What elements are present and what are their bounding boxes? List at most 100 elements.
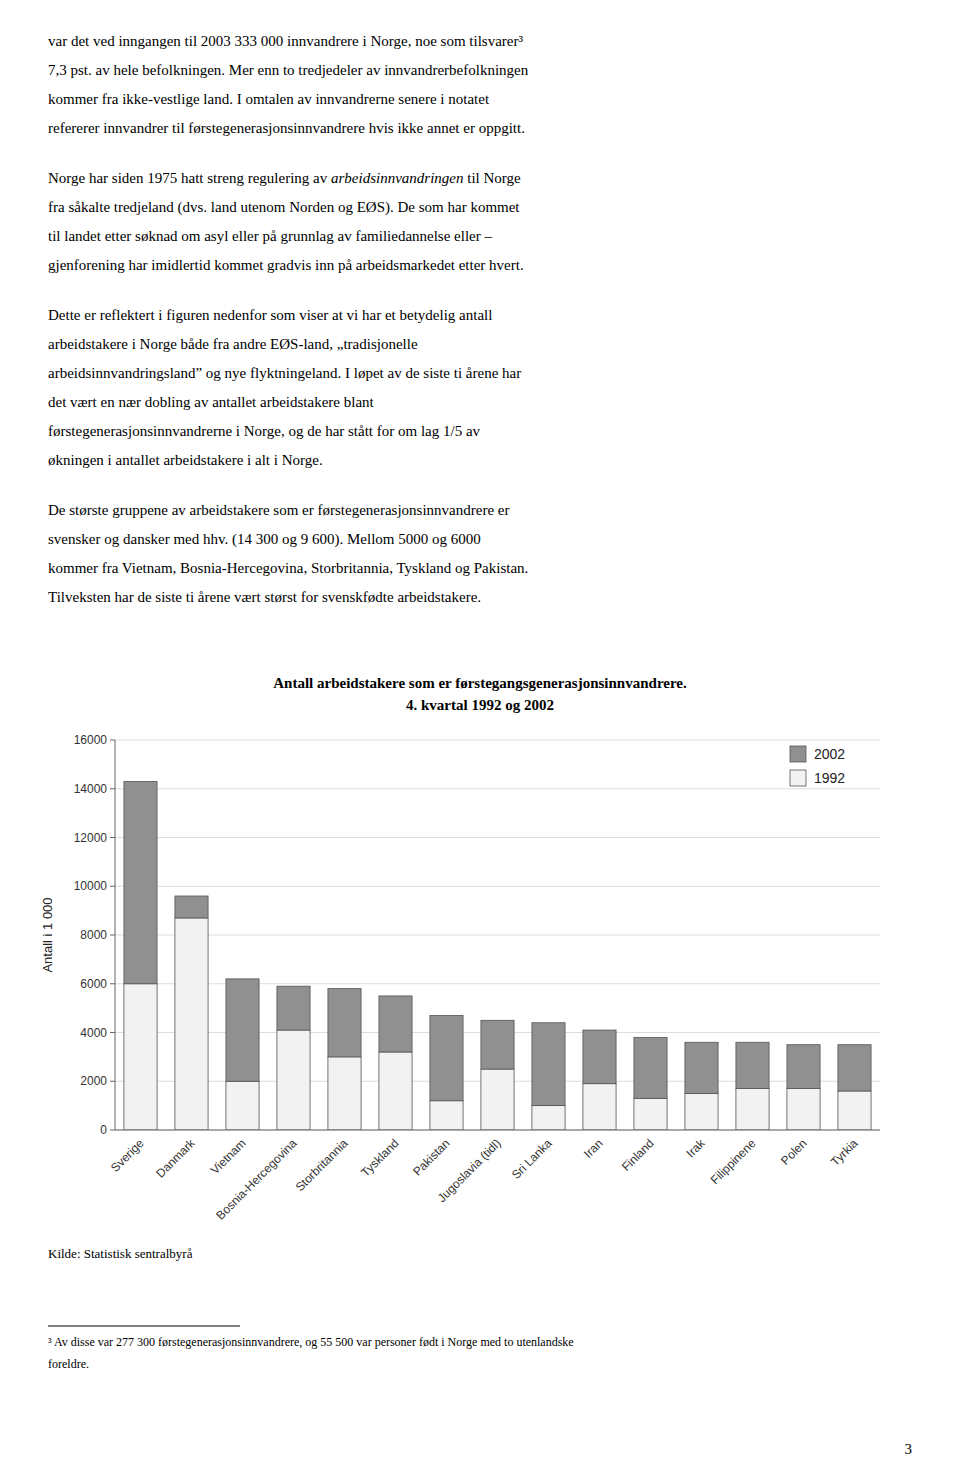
x-tick-label: Tyskland (358, 1136, 401, 1179)
legend-swatch (790, 746, 806, 762)
bar-segment (838, 1045, 871, 1091)
source-note: Kilde: Statistisk sentralbyrå (48, 1246, 193, 1261)
bar-segment (736, 1089, 769, 1130)
bar-segment (481, 1020, 514, 1069)
x-tick-label: Storbritannia (293, 1136, 351, 1194)
y-tick (110, 1081, 115, 1082)
grid-line (115, 886, 880, 887)
bar-segment (481, 1069, 514, 1130)
x-tick-label: Sverige (108, 1136, 147, 1175)
bar-segment (379, 996, 412, 1052)
bar-segment (736, 1042, 769, 1088)
body-line: Tilveksten har de siste ti årene vært st… (48, 589, 481, 605)
y-tick-label: 16000 (74, 733, 108, 747)
body-line: kommer fra ikke-vestlige land. I omtalen… (48, 91, 490, 107)
chart-title: Antall arbeidstakere som er førstegangsg… (273, 675, 687, 691)
bar-segment (532, 1023, 565, 1106)
y-axis-label: Antall i 1 000 (40, 897, 55, 972)
footnote: foreldre. (48, 1357, 89, 1371)
body-line: Dette er reflektert i figuren nedenfor s… (48, 307, 492, 323)
bar-segment (583, 1084, 616, 1130)
bar-segment (124, 984, 157, 1130)
body-line: arbeidstakere i Norge både fra andre EØS… (48, 336, 418, 352)
y-tick-label: 4000 (80, 1026, 107, 1040)
bar-segment (277, 986, 310, 1030)
bar-segment (124, 781, 157, 983)
bar-segment (685, 1042, 718, 1093)
y-tick (110, 983, 115, 984)
y-tick (110, 837, 115, 838)
body-line: fra såkalte tredjeland (dvs. land utenom… (48, 199, 520, 216)
x-tick-label: Filippinene (708, 1136, 759, 1187)
y-tick (110, 740, 115, 741)
footnote-rule (48, 1326, 240, 1327)
bar-segment (838, 1091, 871, 1130)
y-tick-label: 10000 (74, 879, 108, 893)
body-run: Norge har siden 1975 hatt streng reguler… (48, 170, 331, 186)
body-line: 7,3 pst. av hele befolkningen. Mer enn t… (48, 62, 529, 78)
y-tick-label: 8000 (80, 928, 107, 942)
legend-label: 1992 (814, 770, 845, 786)
page: var det ved inngangen til 2003 333 000 i… (0, 0, 960, 1484)
y-tick-label: 2000 (80, 1074, 107, 1088)
y-tick-label: 12000 (74, 831, 108, 845)
bar-segment (379, 1052, 412, 1130)
body-line: kommer fra Vietnam, Bosnia-Hercegovina, … (48, 560, 528, 576)
grid-line (115, 837, 880, 838)
grid-line (115, 740, 880, 741)
page-number: 3 (905, 1441, 913, 1457)
bar-segment (226, 1081, 259, 1130)
bar-segment (634, 1098, 667, 1130)
chart-subtitle: 4. kvartal 1992 og 2002 (406, 697, 554, 713)
y-tick (110, 1032, 115, 1033)
x-tick-label: Jugoslavia (tidl) (435, 1136, 504, 1205)
legend: 2002 1992 (790, 746, 845, 786)
bar-segment (583, 1030, 616, 1084)
x-tick-label: Irak (684, 1136, 709, 1161)
bar-segment (226, 979, 259, 1081)
y-axis-line (115, 740, 116, 1130)
x-tick-label: Bosnia-Hercegovina (213, 1136, 300, 1223)
body-line: arbeidsinnvandringsland” og nye flyktnin… (48, 365, 521, 381)
bar-segment (787, 1045, 820, 1089)
body-italic: arbeidsinnvandringen (331, 170, 464, 186)
body-line: førstegenerasjonsinnvandrerne i Norge, o… (48, 423, 481, 439)
x-axis-line (115, 1130, 880, 1131)
x-tick-label: Pakistan (410, 1136, 452, 1178)
body-line: refererer innvandrer til førstegenerasjo… (48, 120, 525, 136)
y-tick (110, 886, 115, 887)
body-line: det vært en nær dobling av antallet arbe… (48, 394, 375, 410)
x-tick-label: Finland (619, 1136, 657, 1174)
y-tick (110, 788, 115, 789)
y-tick (110, 935, 115, 936)
body-line: til landet etter søknad om asyl eller på… (48, 228, 493, 244)
x-tick-label: Polen (778, 1136, 810, 1168)
legend-label: 2002 (814, 746, 845, 762)
x-tick-label: Iran (581, 1136, 606, 1161)
bars (124, 781, 871, 1130)
body-line: gjenforening har imidlertid kommet gradv… (48, 257, 524, 273)
body-run: til Norge (463, 170, 521, 186)
y-tick-label: 14000 (74, 782, 108, 796)
bar-segment (277, 1030, 310, 1130)
y-tick-label: 0 (100, 1123, 107, 1137)
bar-segment (685, 1093, 718, 1130)
bar-segment (532, 1106, 565, 1130)
body-line: økningen i antallet arbeidstakere i alt … (48, 452, 323, 468)
body-line: var det ved inngangen til 2003 333 000 i… (48, 33, 523, 49)
bar-segment (787, 1089, 820, 1130)
x-tick-label: Tyrkia (828, 1136, 861, 1169)
x-tick-label: Danmark (153, 1136, 198, 1181)
bar-segment (328, 1057, 361, 1130)
bar-segment (328, 989, 361, 1057)
bar-segment (175, 918, 208, 1130)
grid-line (115, 788, 880, 789)
bar-segment (634, 1037, 667, 1098)
x-tick-label: Vietnam (208, 1136, 249, 1177)
grid-line (115, 935, 880, 936)
legend-swatch (790, 770, 806, 786)
grid-line (115, 1130, 880, 1131)
y-tick (110, 1130, 115, 1131)
body-line: svensker og dansker med hhv. (14 300 og … (48, 531, 481, 548)
bar-segment (430, 1101, 463, 1130)
